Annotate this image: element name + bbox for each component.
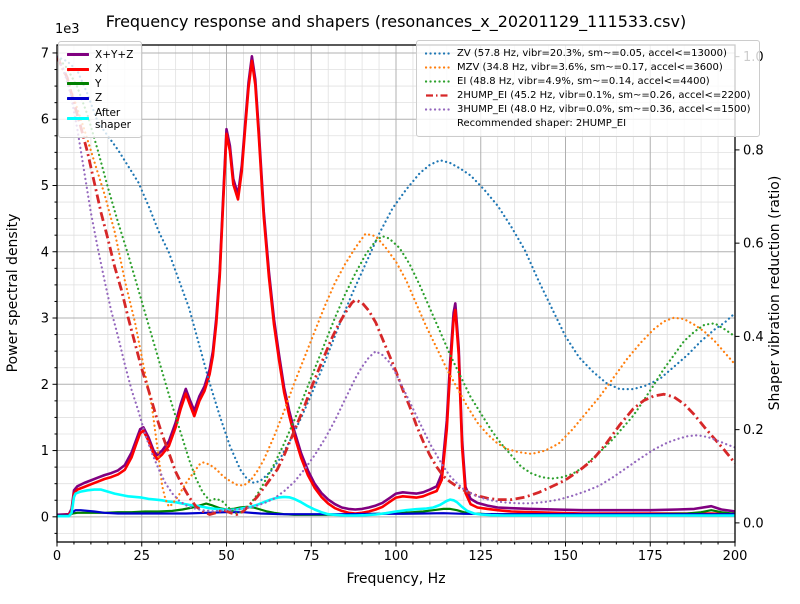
legend-item: 3HUMP_EI (48.0 Hz, vibr=0.0%, sm~=0.36, … [425, 104, 751, 116]
x-axis-label: Frequency, Hz [346, 571, 445, 587]
legend-item-label: 2HUMP_EI (45.2 Hz, vibr=0.1%, sm~=0.26, … [457, 89, 751, 101]
legend-item: Y [67, 78, 133, 90]
legend-swatch-solid [67, 117, 89, 121]
legend-swatch-solid [67, 53, 89, 57]
legend-item-label: X [95, 63, 103, 76]
y-left-tick-label: 1 [41, 444, 49, 459]
x-tick-label: 75 [303, 549, 320, 564]
y-left-tick-label: 2 [41, 378, 49, 393]
y-axis-right-label: Shaper vibration reduction (ratio) [767, 176, 783, 411]
x-tick-label: 25 [133, 549, 150, 564]
legend-item: EI (48.8 Hz, vibr=4.9%, sm~=0.14, accel<… [425, 76, 751, 88]
legend-item-label: MZV (34.8 Hz, vibr=3.6%, sm~=0.17, accel… [457, 61, 723, 73]
legend-item: X+Y+Z [67, 49, 133, 61]
series-line-shaper-2hump-ei [57, 56, 735, 516]
series-layer [57, 54, 735, 518]
legend-item: ZV (57.8 Hz, vibr=20.3%, sm~=0.05, accel… [425, 48, 751, 60]
legend-note-row: Recommended shaper: 2HUMP_EI [425, 118, 751, 130]
y-right-tick-label: 0.0 [743, 516, 764, 531]
x-tick-label: 150 [553, 549, 578, 564]
legend-item: Z [67, 92, 133, 104]
legend-item-label: Z [95, 92, 103, 105]
axis-ticks [52, 52, 740, 547]
y-left-tick-label: 5 [41, 179, 49, 194]
series-line-after-shaper [57, 488, 735, 518]
series-line-shaper-3hump-ei [57, 55, 735, 513]
y-axis-left-label: Power spectral density [5, 214, 21, 373]
legend-item: 2HUMP_EI (45.2 Hz, vibr=0.1%, sm~=0.26, … [425, 90, 751, 102]
legend-item-label: After shaper [95, 106, 132, 131]
legend-right: ZV (57.8 Hz, vibr=20.3%, sm~=0.05, accel… [416, 40, 760, 137]
x-tick-label: 50 [218, 549, 235, 564]
y-left-tick-label: 0 [41, 510, 49, 525]
legend-swatch-dotted [425, 52, 451, 55]
y-left-tick-label: 6 [41, 113, 49, 128]
x-tick-label: 100 [384, 549, 409, 564]
legend-item: MZV (34.8 Hz, vibr=3.6%, sm~=0.17, accel… [425, 62, 751, 74]
chart-title: Frequency response and shapers (resonanc… [106, 12, 686, 32]
y-offset-label: 1e3 [55, 22, 80, 37]
y-left-tick-label: 4 [41, 245, 49, 260]
y-left-tick-label: 7 [41, 46, 49, 61]
x-tick-label: 0 [53, 549, 61, 564]
x-tick-label: 125 [468, 549, 493, 564]
legend-swatch-dashdot [426, 94, 450, 97]
legend-item-label: X+Y+Z [95, 48, 134, 61]
y-right-tick-label: 0.8 [743, 143, 764, 158]
legend-item: After shaper [67, 107, 133, 131]
legend-swatch-dotted [425, 66, 451, 69]
legend-item-label: EI (48.8 Hz, vibr=4.9%, sm~=0.14, accel<… [457, 75, 710, 87]
legend-swatch-solid [67, 67, 89, 71]
legend-swatch-dotted [425, 80, 451, 83]
legend-item-label: ZV (57.8 Hz, vibr=20.3%, sm~=0.05, accel… [457, 47, 727, 59]
legend-swatch-dotted [425, 108, 451, 111]
x-tick-label: 200 [723, 549, 748, 564]
x-tick-label: 175 [638, 549, 663, 564]
y-right-tick-label: 0.6 [743, 237, 764, 252]
tick-labels: 0 25 50 75 100 125 150 175 200 0 1 2 3 4 5 6 7 0.0 0.2 0.4 0… [41, 46, 764, 564]
legend-item: X [67, 63, 133, 75]
legend-item-label: Y [95, 77, 102, 90]
legend-left: X+Y+Z X Y Z After shaper [58, 41, 143, 139]
legend-swatch-solid [67, 96, 89, 100]
legend-swatch-solid [67, 82, 89, 86]
legend-item-label: 3HUMP_EI (48.0 Hz, vibr=0.0%, sm~=0.36, … [457, 103, 751, 115]
series-line-shaper-ei [57, 55, 735, 515]
recommended-shaper-note: Recommended shaper: 2HUMP_EI [457, 117, 627, 129]
series-line-shaper-zv [57, 55, 735, 484]
y-left-tick-label: 3 [41, 312, 49, 327]
y-right-tick-label: 0.4 [743, 330, 764, 345]
y-right-tick-label: 0.2 [743, 423, 764, 438]
